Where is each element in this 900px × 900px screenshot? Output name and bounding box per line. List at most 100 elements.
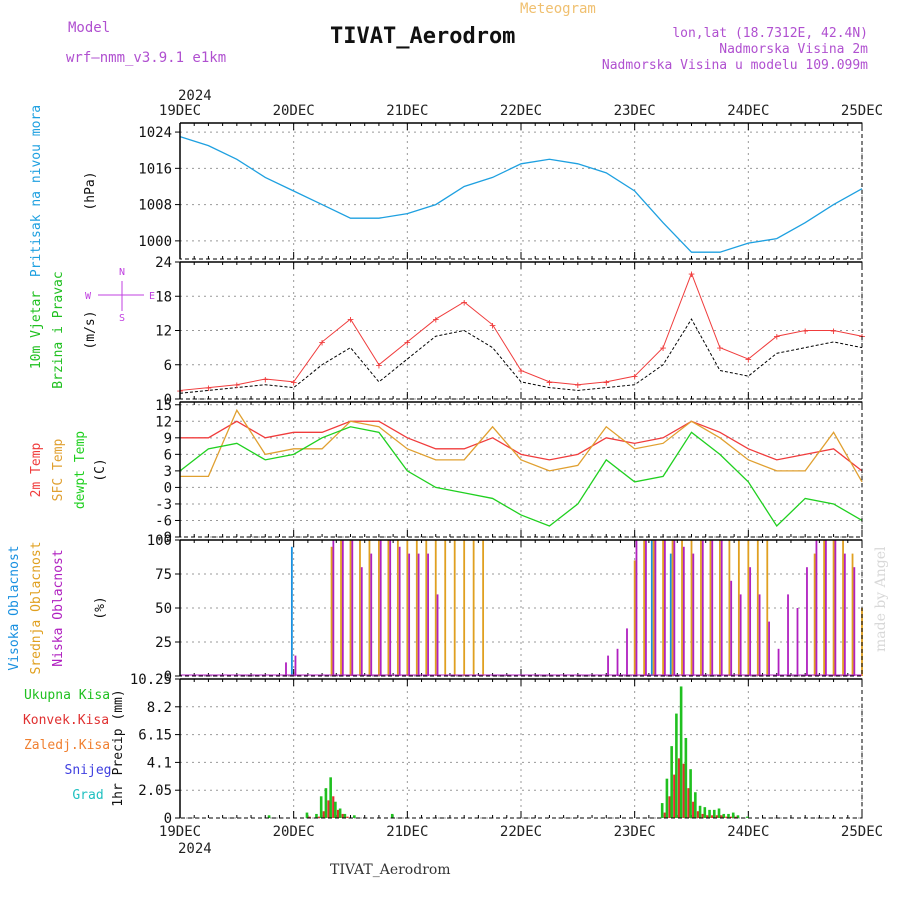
wind-ylabel: 10m Vjetar <box>29 291 44 369</box>
gust-marker: + <box>631 370 638 383</box>
precip-total-bar <box>684 737 688 818</box>
precip-convective-bar <box>322 811 325 818</box>
precip-legend-label: Konvek.Kisa <box>23 713 109 728</box>
cloud-bar <box>842 540 844 676</box>
cloud-bar <box>692 553 695 676</box>
y-tick-label: 50 <box>155 601 172 617</box>
cloud-bar <box>747 540 750 676</box>
cloud-bar <box>340 540 342 676</box>
wind-gust-line <box>179 272 863 391</box>
precip-total-bar <box>689 769 692 818</box>
gust-marker: + <box>376 359 383 372</box>
cloud-bar <box>643 540 646 676</box>
precip-total-bar <box>338 808 342 818</box>
precip-convective-bar <box>701 813 704 818</box>
cloud-bar <box>387 540 390 676</box>
y-tick-label: 6 <box>164 358 172 374</box>
cloud-bar <box>408 553 411 676</box>
gust-marker: + <box>432 313 439 326</box>
precip-total-bar <box>329 777 332 818</box>
bottom-day-label: 24DEC <box>727 824 769 840</box>
cloud-bar <box>444 540 447 676</box>
compass-south: S <box>119 313 125 324</box>
chart-title: TIVAT_Aerodrom <box>330 24 516 49</box>
temp-ylabel: 2m Temp <box>29 442 44 497</box>
precip-convective-bar <box>725 816 728 818</box>
cloud-bar <box>823 540 826 676</box>
y-tick-label: 4.1 <box>147 755 172 771</box>
y-tick-label: 8.2 <box>147 700 172 716</box>
bottom-day-label: 19DEC <box>159 824 201 840</box>
cloud-bar <box>607 655 609 676</box>
gust-marker: + <box>688 267 695 280</box>
precip-convective-bar <box>677 758 681 818</box>
gust-marker: + <box>347 313 354 326</box>
precip-convective-bar <box>687 788 690 818</box>
gust-marker: + <box>518 364 525 377</box>
low-cloud-ylabel: Niska Oblacnost <box>51 549 66 666</box>
y-tick-label: 2.05 <box>138 783 172 799</box>
cloud-bar <box>673 540 676 676</box>
cloud-bar <box>360 567 363 676</box>
temp-unit: (C) <box>93 458 108 481</box>
cloud-bar <box>654 540 657 676</box>
cloud-bar <box>768 621 770 676</box>
gust-marker: + <box>205 382 212 395</box>
precip-total-bar <box>675 713 678 818</box>
cloud-bar <box>796 608 799 676</box>
gust-marker: + <box>802 325 809 338</box>
top-day-label: 20DEC <box>273 103 315 119</box>
y-tick-label: 18 <box>155 289 172 305</box>
precip-total-bar <box>390 813 394 818</box>
bottom-day-label: 23DEC <box>614 824 656 840</box>
precip-total-bar <box>703 807 707 818</box>
cloud-bar <box>719 540 721 676</box>
precip-convective-bar <box>332 796 335 818</box>
y-tick-label: 24 <box>155 255 172 271</box>
cloud-bar <box>332 540 335 676</box>
precip-convective-bar <box>327 800 330 818</box>
gust-marker: + <box>262 373 269 386</box>
bottom-day-label: 25DEC <box>841 824 883 840</box>
precip-legend-label: Ukupna Kisa <box>24 688 110 703</box>
cloud-bar <box>650 540 653 676</box>
y-tick-label: 9 <box>164 431 172 447</box>
top-day-label: 23DEC <box>614 103 656 119</box>
cloud-bar <box>389 540 392 676</box>
precip-convective-bar <box>720 815 723 818</box>
cloud-bar <box>730 580 733 676</box>
cloud-bar <box>756 540 759 676</box>
y-tick-label: 100 <box>147 533 172 549</box>
precip-ylabel: 1hr Precip (mm) <box>111 689 126 806</box>
gust-marker: + <box>290 376 297 389</box>
cloud-bar <box>434 540 437 676</box>
cloud-bar <box>379 540 382 676</box>
precip-total-bar <box>731 812 735 818</box>
cloud-bar <box>378 540 380 676</box>
cloud-bar <box>635 540 638 676</box>
precip-convective-bar <box>663 812 666 818</box>
bottom-day-label: 20DEC <box>273 824 315 840</box>
precip-total-bar <box>717 808 721 818</box>
cloud-bar <box>669 553 672 676</box>
cloud-bar <box>720 540 723 676</box>
y-tick-label: 75 <box>155 567 172 583</box>
cloud-bar <box>626 628 628 676</box>
y-tick-label: 12 <box>155 414 172 430</box>
cloud-bar <box>349 540 352 676</box>
precip-convective-bar <box>729 816 733 818</box>
precip-convective-bar <box>308 816 311 818</box>
precip-legend-label: Snijeg <box>65 763 112 778</box>
y-tick-label: 15 <box>155 398 172 414</box>
cloud-bar <box>700 540 702 676</box>
top-day-label: 22DEC <box>500 103 542 119</box>
precip-total-bar <box>353 815 356 818</box>
temp-series-line <box>180 420 863 472</box>
y-tick-label: 6 <box>164 447 172 463</box>
gust-marker: + <box>404 336 411 349</box>
precip-convective-bar <box>682 763 685 818</box>
gust-marker: + <box>745 353 752 366</box>
precip-convective-bar <box>346 816 349 818</box>
temp-series-line <box>180 408 863 483</box>
precip-convective-bar <box>673 774 676 818</box>
